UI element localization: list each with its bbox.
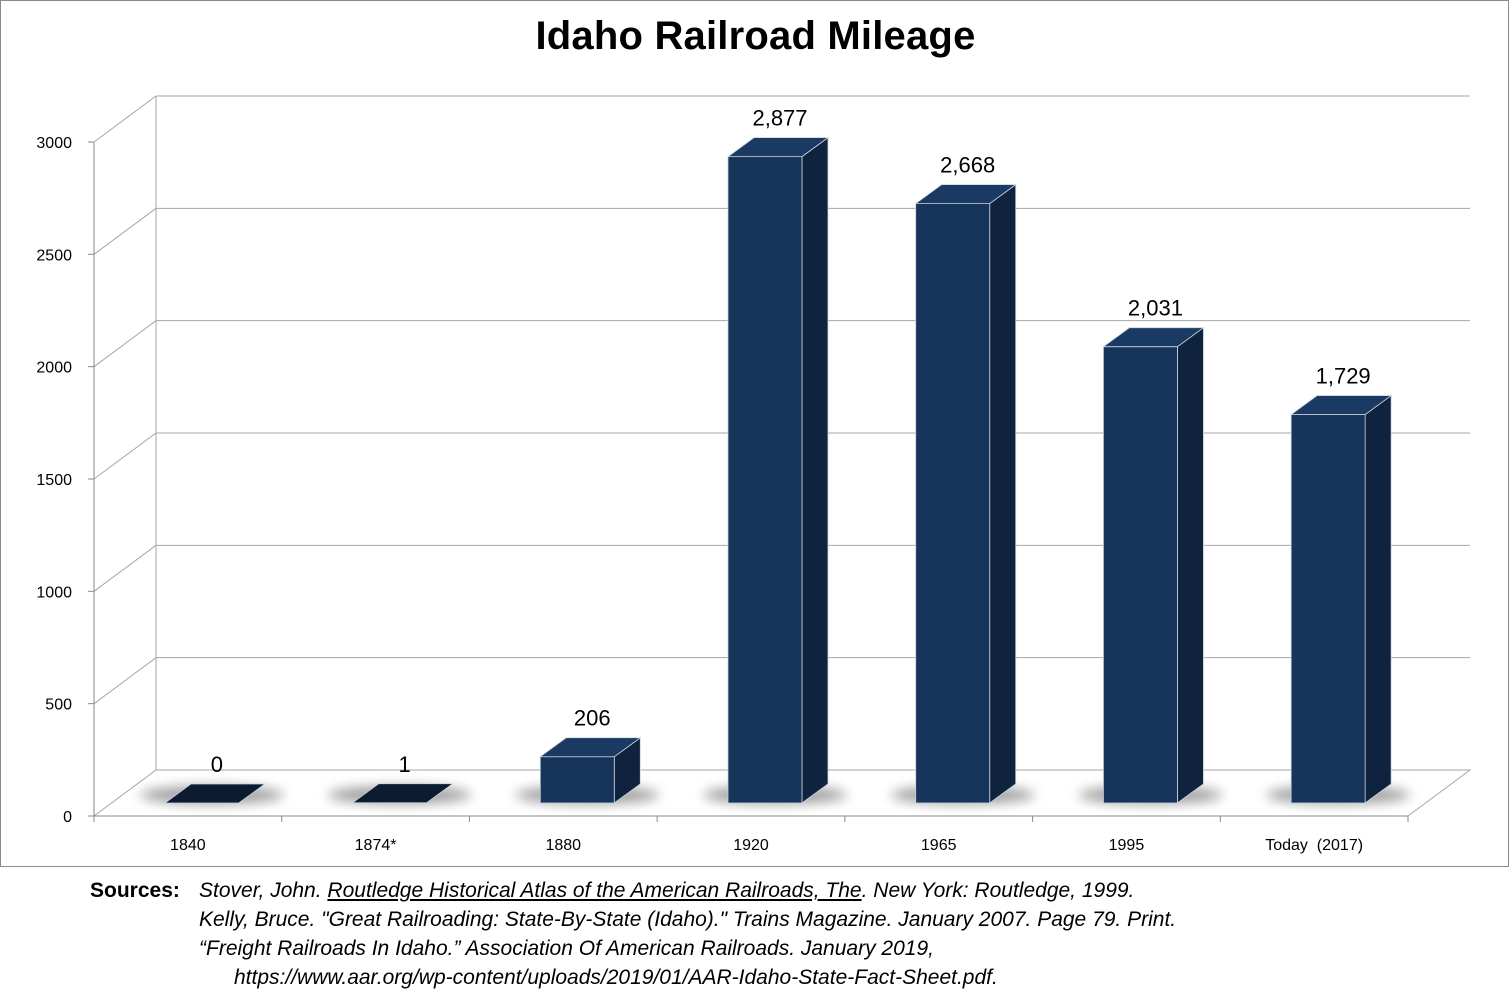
bar	[915, 203, 991, 804]
x-tick-label: 1874*	[355, 837, 397, 854]
bar	[727, 156, 803, 804]
y-axis-ticks: 0 500 1000 1500 2000 2500 3000	[36, 135, 94, 826]
data-label: 2,668	[940, 153, 995, 178]
source-aar-url: https://www.aar.org/wp-content/uploads/2…	[234, 966, 998, 989]
x-tick-label: 1880	[545, 837, 581, 854]
bar-top	[726, 137, 830, 158]
x-tick-label: 1920	[733, 837, 769, 854]
x-tick-label: 1965	[921, 837, 957, 854]
bar-top	[539, 737, 642, 758]
gridline-side	[93, 432, 157, 480]
y-tick-label: 2000	[36, 360, 72, 377]
bar-top	[1102, 327, 1205, 348]
bar-side	[1177, 326, 1204, 804]
source-stover-rest: . New York: Routledge, 1999.	[861, 879, 1135, 902]
bar-top	[163, 783, 267, 804]
gridline-side	[93, 207, 157, 255]
bar-top	[1289, 395, 1393, 415]
bar-top	[914, 184, 1017, 204]
data-label: 2,031	[1128, 296, 1183, 321]
bar	[539, 756, 615, 804]
source-stover-author: Stover, John.	[199, 879, 328, 902]
x-tick-label: 1995	[1109, 837, 1145, 854]
bar-top	[351, 783, 454, 804]
chart-title: Idaho Railroad Mileage	[535, 14, 976, 58]
y-tick-label: 3000	[36, 135, 72, 152]
x-tick-label: Today (2017)	[1265, 837, 1363, 854]
data-label: 1	[398, 752, 410, 777]
x-axis-ticks: 1840 1874* 1880 1920 1965 1995 Today (2017)	[93, 816, 1409, 854]
bar	[1103, 346, 1178, 804]
y-tick-label: 1500	[36, 472, 72, 489]
bar-side	[1364, 394, 1392, 804]
gridline-side	[93, 320, 157, 368]
y-tick-label: 0	[63, 809, 72, 826]
bar	[1290, 414, 1366, 804]
bar-side	[989, 183, 1017, 804]
source-stover-title: Routledge Historical Atlas of the Americ…	[327, 879, 862, 902]
x-tick-label: 1840	[170, 837, 206, 854]
y-tick-label: 2500	[36, 247, 72, 264]
gridline-side	[93, 657, 157, 705]
y-tick-label: 1000	[36, 584, 72, 601]
bar-side	[801, 136, 829, 804]
data-label: 0	[211, 752, 223, 777]
sources-label: Sources:	[90, 879, 180, 902]
data-label: 1,729	[1316, 364, 1371, 389]
source-stover: Stover, John. Routledge Historical Atlas…	[199, 876, 1134, 905]
bar-chart: 0 500 1000 1500 2000 2500 3000 1840 1874* 1880 19…	[36, 95, 1472, 854]
data-labels: 0 1 206 2,877 2,668 2,031 1,729	[211, 106, 1371, 777]
source-kelly: Kelly, Bruce. "Great Railroading: State-…	[199, 908, 1177, 931]
gridline-side	[93, 544, 157, 592]
data-label: 206	[574, 706, 611, 731]
data-label: 2,877	[752, 106, 807, 131]
source-aar: “Freight Railroads In Idaho.” Associatio…	[199, 937, 934, 960]
gridline-side	[93, 95, 157, 143]
bars	[163, 136, 1393, 804]
y-tick-label: 500	[45, 697, 72, 714]
